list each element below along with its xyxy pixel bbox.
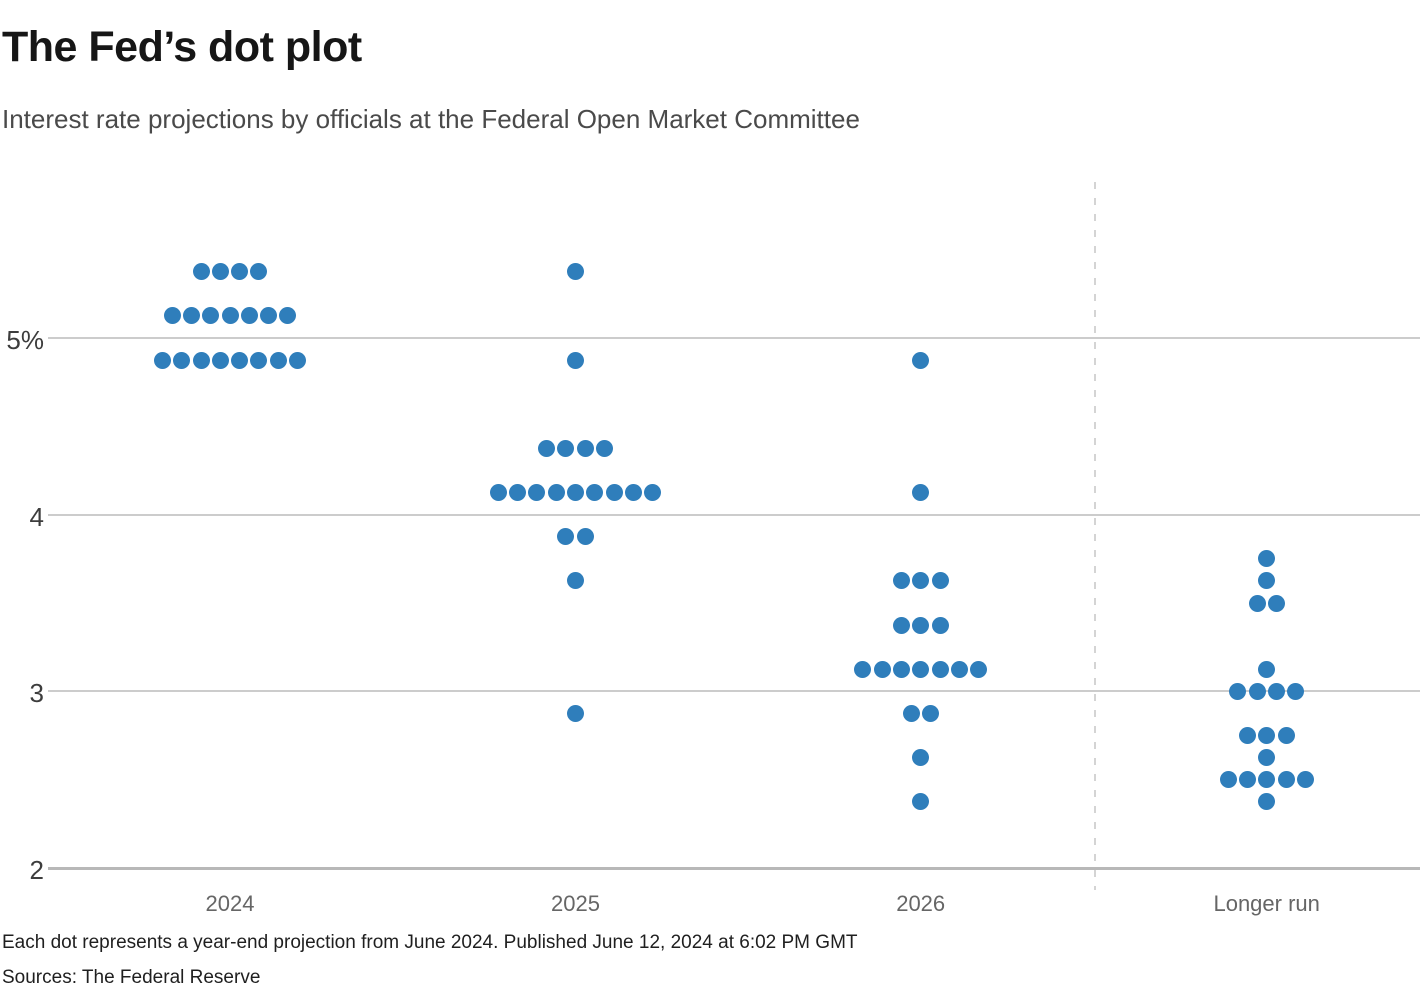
projection-dot bbox=[1219, 771, 1237, 789]
projection-dot bbox=[211, 351, 229, 369]
projection-dot bbox=[289, 351, 307, 369]
projection-dot bbox=[250, 263, 268, 281]
projection-dot bbox=[192, 263, 210, 281]
projection-dot bbox=[202, 307, 220, 325]
projection-dot bbox=[173, 351, 191, 369]
projection-dot bbox=[1296, 771, 1314, 789]
projection-dot bbox=[902, 704, 920, 722]
x-axis-label-longer-run: Longer run bbox=[1213, 891, 1320, 916]
projection-dot bbox=[1248, 682, 1266, 700]
y-tick-label-2: 2 bbox=[29, 855, 44, 885]
projection-dot bbox=[1258, 572, 1276, 590]
projection-dot bbox=[1277, 727, 1295, 744]
projection-dot bbox=[931, 616, 949, 634]
projection-dot bbox=[873, 660, 891, 678]
projection-dot bbox=[269, 351, 287, 369]
projection-dot bbox=[892, 616, 910, 634]
projection-dot bbox=[1229, 682, 1247, 700]
projection-dot bbox=[576, 528, 594, 546]
projection-dot bbox=[567, 704, 584, 722]
projection-dot bbox=[221, 307, 239, 325]
projection-dot bbox=[586, 484, 604, 502]
projection-dot bbox=[1238, 727, 1256, 744]
projection-dot bbox=[912, 749, 930, 767]
projection-dot bbox=[231, 263, 249, 281]
projection-dot bbox=[538, 439, 555, 457]
longer-run-separator-dashed-line bbox=[1094, 182, 1096, 890]
gridline-5 bbox=[48, 337, 1420, 339]
projection-dot bbox=[912, 793, 930, 811]
y-tick-label-5: 5% bbox=[6, 325, 44, 355]
projection-dot bbox=[279, 307, 297, 325]
projection-dot bbox=[624, 484, 642, 502]
chart-title: The Fed’s dot plot bbox=[2, 23, 362, 71]
x-axis-label-2026: 2026 bbox=[896, 891, 946, 916]
projection-dot bbox=[1258, 793, 1276, 811]
projection-dot bbox=[1277, 771, 1295, 789]
projection-dot bbox=[605, 484, 623, 502]
projection-dot bbox=[489, 484, 507, 502]
projection-dot bbox=[950, 660, 968, 678]
projection-dot bbox=[1258, 660, 1276, 678]
chart-sources: Sources: The Federal Reserve bbox=[2, 967, 261, 988]
projection-dot bbox=[912, 351, 930, 369]
projection-dot bbox=[576, 439, 594, 457]
projection-dot bbox=[211, 263, 229, 281]
projection-dot bbox=[163, 307, 181, 325]
projection-dot bbox=[1267, 594, 1285, 612]
projection-dot bbox=[557, 528, 575, 546]
chart-subtitle: Interest rate projections by officials a… bbox=[2, 104, 860, 134]
y-tick-label-4: 4 bbox=[29, 501, 44, 532]
projection-dot bbox=[240, 307, 258, 325]
projection-dot bbox=[644, 484, 662, 502]
projection-dot bbox=[509, 484, 526, 502]
projection-dot bbox=[192, 351, 210, 369]
projection-dot bbox=[912, 616, 930, 634]
projection-dot bbox=[595, 439, 613, 457]
y-tick-label-3: 3 bbox=[29, 678, 44, 709]
projection-dot bbox=[528, 484, 546, 502]
projection-dot bbox=[567, 572, 584, 590]
x-axis-label-2024: 2024 bbox=[205, 891, 255, 916]
projection-dot bbox=[1258, 771, 1276, 789]
projection-dot bbox=[892, 572, 910, 590]
projection-dot bbox=[1287, 682, 1305, 700]
projection-dot bbox=[153, 351, 171, 369]
x-axis-label-2025: 2025 bbox=[551, 891, 600, 916]
projection-dot bbox=[250, 351, 268, 369]
projection-dot bbox=[1248, 594, 1266, 612]
projection-dot bbox=[912, 572, 930, 590]
projection-dot bbox=[567, 263, 584, 281]
projection-dot bbox=[1267, 682, 1285, 700]
projection-dot bbox=[892, 660, 910, 678]
projection-dot bbox=[231, 351, 249, 369]
projection-dot bbox=[547, 484, 565, 502]
projection-dot bbox=[1258, 749, 1276, 767]
projection-dot bbox=[931, 660, 949, 678]
projection-dot bbox=[567, 484, 584, 502]
gridline-2 bbox=[48, 867, 1420, 870]
projection-dot bbox=[912, 660, 930, 678]
projection-dot bbox=[1258, 727, 1276, 744]
projection-dot bbox=[557, 439, 575, 457]
gridline-4 bbox=[48, 513, 1420, 516]
projection-dot bbox=[567, 351, 584, 369]
projection-dot bbox=[260, 307, 278, 325]
gridline-3 bbox=[48, 690, 1420, 693]
projection-dot bbox=[931, 572, 949, 590]
projection-dot bbox=[912, 484, 930, 502]
projection-dot bbox=[1238, 771, 1256, 789]
projection-dot bbox=[182, 307, 200, 325]
projection-dot bbox=[1258, 550, 1276, 568]
chart-footnote: Each dot represents a year-end projectio… bbox=[2, 932, 858, 953]
projection-dot bbox=[970, 660, 988, 678]
projection-dot bbox=[854, 660, 872, 678]
projection-dot bbox=[921, 704, 939, 722]
